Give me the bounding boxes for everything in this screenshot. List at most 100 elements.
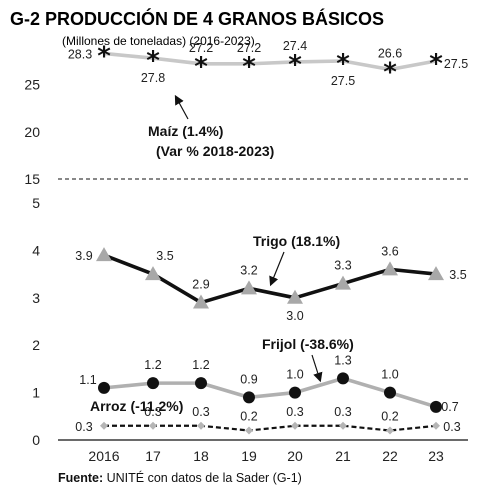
value-label-trigo: 3.5 (449, 268, 466, 282)
y-tick-label: 20 (24, 124, 40, 140)
value-label-arroz: 0.3 (286, 405, 303, 419)
x-tick-label: 19 (241, 448, 257, 464)
value-label-trigo: 3.6 (381, 244, 398, 258)
marker-arroz (339, 421, 347, 430)
marker-arroz (291, 421, 299, 430)
x-tick-label: 23 (428, 448, 444, 464)
series-line-frijol (103, 376, 437, 409)
marker-trigo (428, 266, 444, 281)
x-tick-label: 18 (193, 448, 209, 464)
marker-arroz (149, 421, 157, 430)
y-tick-label: 3 (32, 290, 40, 306)
value-label-maiz: 28.3 (68, 47, 92, 61)
value-label-arroz: 0.2 (381, 410, 398, 424)
value-label-arroz: 0.3 (192, 405, 209, 419)
value-label-frijol: 0.9 (240, 372, 257, 386)
arrow-maiz (174, 94, 189, 120)
y-tick-label: 4 (32, 242, 40, 258)
x-tick-label: 21 (335, 448, 351, 464)
x-tick-label: 2016 (88, 448, 119, 464)
marker-trigo (193, 294, 209, 309)
chart-subtitle: (Millones de toneladas) (2016-2023) (62, 34, 255, 48)
value-label-arroz: 0.3 (334, 405, 351, 419)
value-label-arroz: 0.3 (75, 420, 92, 434)
x-tick-label: 22 (382, 448, 398, 464)
marker-trigo (382, 261, 398, 276)
source-note: Fuente: UNITÉ con datos de la Sader (G-1… (58, 470, 302, 485)
series-line-arroz (104, 424, 437, 432)
marker-maiz: * (336, 49, 350, 79)
value-label-trigo: 3.3 (334, 259, 351, 273)
value-label-maiz: 27.4 (283, 39, 307, 53)
marker-frijol (430, 400, 442, 413)
x-tick-label: 17 (145, 448, 161, 464)
arrow-trigo (269, 251, 285, 287)
marker-trigo (145, 266, 161, 281)
series-name-frijol: Frijol (-38.6%) (262, 336, 354, 352)
marker-frijol (337, 372, 349, 385)
value-label-maiz: 27.5 (331, 74, 355, 88)
marker-trigo (96, 247, 112, 262)
marker-arroz (386, 426, 394, 435)
series-name-labels: Maíz (1.4%) (Var % 2018-2023) Trigo (18.… (90, 123, 354, 414)
value-label-arroz: 0.3 (443, 420, 460, 434)
marker-frijol (195, 377, 207, 390)
arrow-frijol (311, 354, 323, 383)
value-label-frijol: 1.2 (144, 358, 161, 372)
marker-maiz: * (194, 52, 208, 82)
marker-arroz (432, 421, 440, 430)
annotation-arrows (174, 94, 323, 383)
marker-trigo (335, 275, 351, 290)
value-label-maiz: 26.6 (378, 46, 402, 60)
marker-arroz (197, 421, 205, 430)
series-line-trigo (103, 253, 437, 305)
value-label-arroz: 0.3 (144, 405, 161, 419)
value-label-trigo: 3.2 (240, 263, 257, 277)
y-tick-label: 2 (32, 337, 40, 353)
value-label-frijol: 1.3 (334, 353, 351, 367)
value-label-trigo: 3.0 (286, 309, 303, 323)
series-name-maiz: Maíz (1.4%) (148, 123, 223, 139)
value-label-maiz: 27.2 (189, 41, 213, 55)
marker-maiz: * (146, 46, 160, 76)
marker-maiz: * (383, 57, 397, 87)
y-tick-label: 0 (32, 432, 40, 448)
value-label-trigo: 2.9 (192, 278, 209, 292)
marker-maiz: * (97, 41, 111, 71)
value-label-frijol: 1.1 (79, 373, 96, 387)
chart-title: G-2 PRODUCCIÓN DE 4 GRANOS BÁSICOS (10, 8, 384, 29)
value-label-maiz: 27.2 (237, 41, 261, 55)
x-tick-label: 20 (287, 448, 303, 464)
series-layer: * * * * * * * * (96, 41, 444, 435)
marker-maiz: * (429, 49, 443, 79)
value-label-maiz: 27.5 (444, 57, 468, 71)
series-name-maiz-var: (Var % 2018-2023) (156, 143, 274, 159)
value-labels: 28.3 27.8 27.2 27.2 27.4 27.5 26.6 27.5 3.9 3.5 2.… (68, 39, 468, 434)
marker-frijol (384, 386, 396, 399)
marker-maiz: * (242, 52, 256, 82)
source-text: UNITÉ con datos de la Sader (G-1) (103, 470, 302, 485)
y-tick-label: 1 (32, 385, 40, 401)
value-label-arroz: 0.2 (240, 410, 257, 424)
marker-frijol (243, 391, 255, 404)
marker-maiz: * (288, 50, 302, 80)
value-label-trigo: 3.9 (75, 249, 92, 263)
value-label-frijol: 0.7 (441, 400, 458, 414)
series-name-trigo: Trigo (18.1%) (253, 233, 340, 249)
value-label-frijol: 1.0 (381, 368, 398, 382)
y-tick-label: 5 (32, 195, 40, 211)
marker-frijol (147, 377, 159, 390)
value-label-frijol: 1.0 (286, 368, 303, 382)
marker-trigo (287, 289, 303, 304)
series-name-arroz: Arroz (-11.2%) (90, 398, 183, 414)
source-label: Fuente: (58, 471, 103, 485)
value-label-frijol: 1.2 (192, 358, 209, 372)
value-label-trigo: 3.5 (156, 249, 173, 263)
y-tick-label: 15 (24, 171, 40, 187)
marker-arroz (100, 421, 108, 430)
marker-trigo (241, 280, 257, 295)
y-tick-label: 25 (24, 77, 40, 93)
marker-frijol (98, 381, 110, 394)
marker-frijol (289, 386, 301, 399)
